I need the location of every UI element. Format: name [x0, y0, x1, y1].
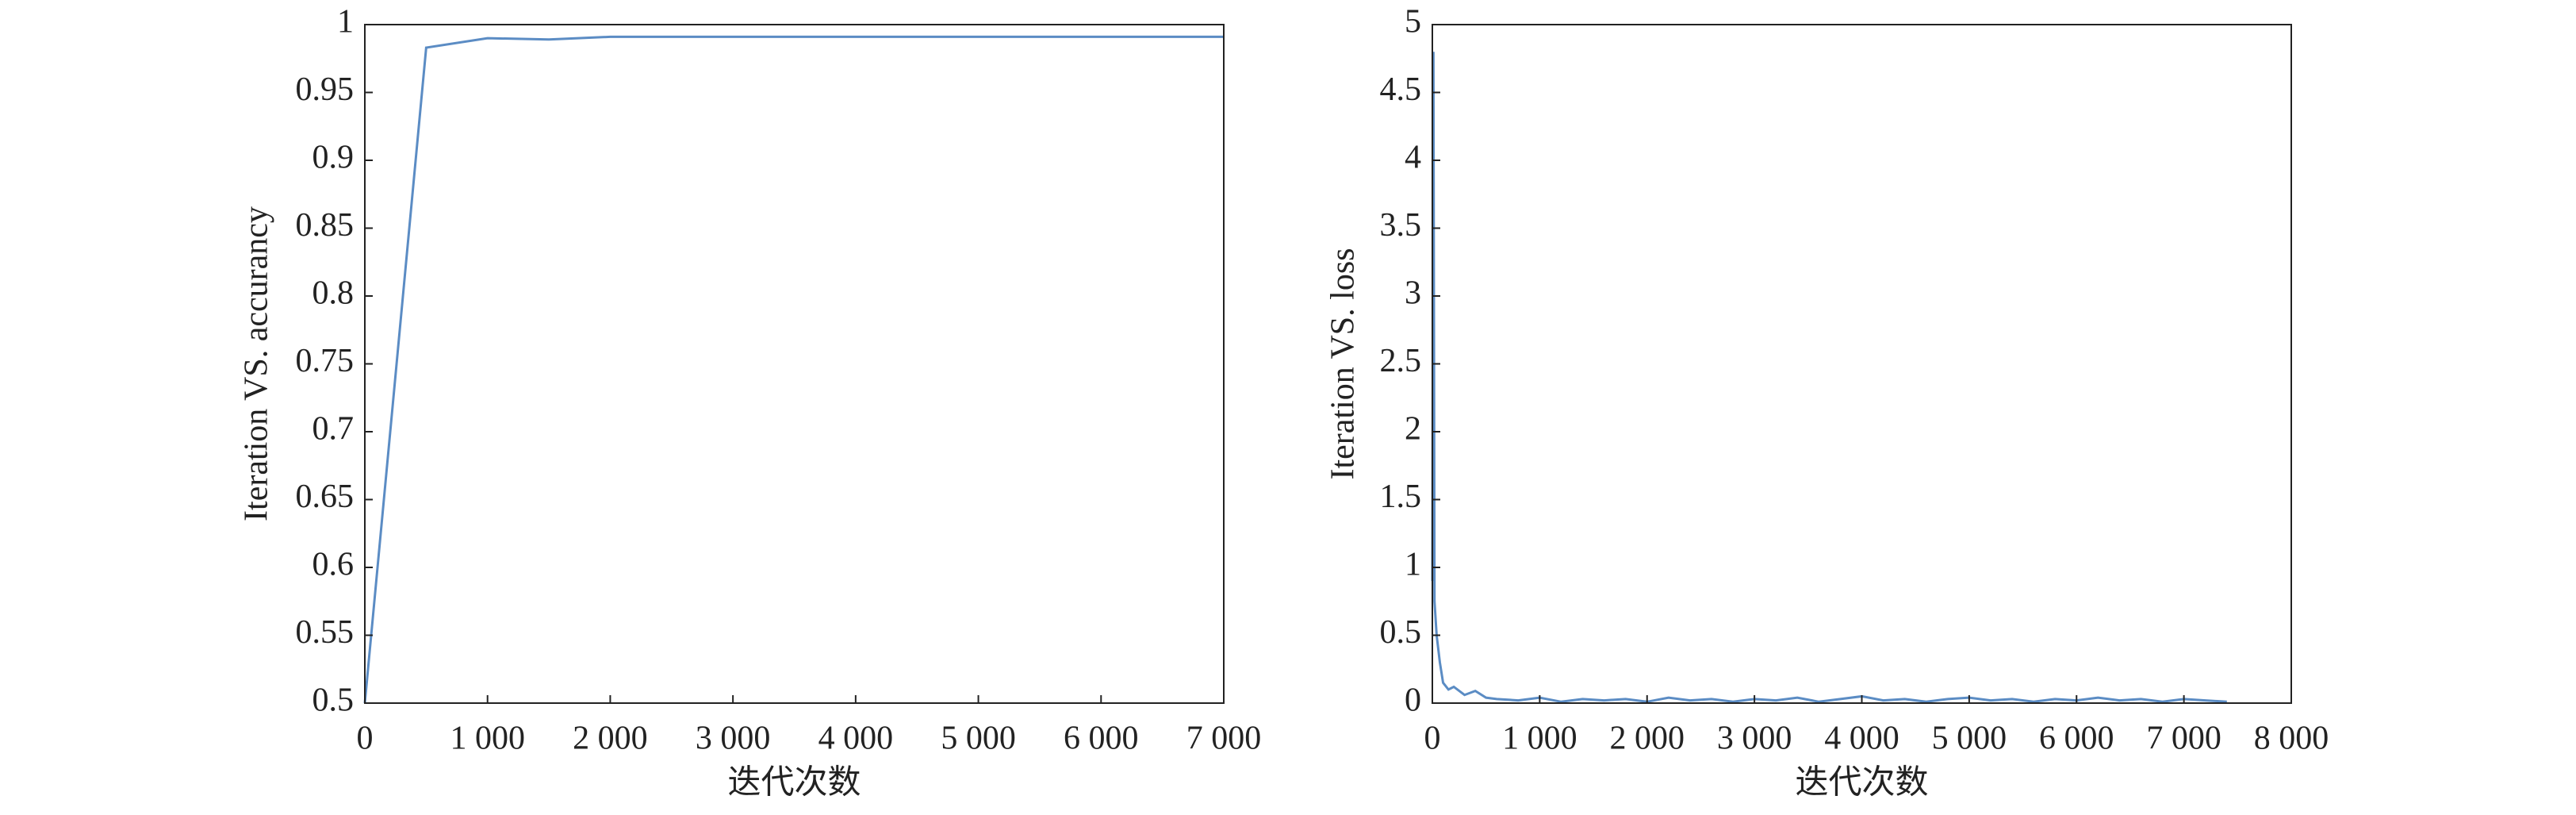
x-tick-label: 0 [357, 721, 374, 757]
y-tick-label: 0.5 [312, 682, 355, 719]
x-tick-label: 7 000 [2146, 721, 2221, 757]
y-tick-label: 5 [1405, 4, 1421, 40]
x-tick-label: 2 000 [1610, 721, 1685, 757]
x-tick-label: 6 000 [1064, 721, 1139, 757]
y-tick-label: 1 [337, 4, 354, 40]
plot-frame [364, 24, 1225, 704]
y-tick-label: 3 [1405, 275, 1421, 312]
y-tick-label: 4 [1405, 140, 1421, 176]
y-tick-label: 0.7 [312, 411, 355, 448]
y-tick-label: 1.5 [1380, 479, 1422, 515]
data-line [363, 35, 1224, 704]
x-tick-label: 4 000 [1824, 721, 1899, 757]
y-tick-label: 0.75 [296, 343, 355, 379]
x-tick-label: 5 000 [941, 721, 1016, 757]
y-tick-label: 0.55 [296, 614, 355, 651]
data-line [1431, 52, 2227, 703]
x-tick-label: 2 000 [573, 721, 648, 757]
x-tick-label: 7 000 [1186, 721, 1262, 757]
y-axis-title: Iteration VS. loss [1325, 248, 1362, 479]
y-tick-label: 0.9 [312, 140, 355, 176]
y-tick-label: 0.5 [1380, 614, 1422, 651]
plot-frame [1432, 24, 2292, 704]
x-axis-title: 迭代次数 [1795, 765, 1928, 802]
y-tick-label: 0.85 [296, 207, 355, 244]
x-axis-title: 迭代次数 [727, 765, 861, 802]
x-tick-label: 3 000 [696, 721, 771, 757]
y-tick-label: 0.8 [312, 275, 355, 312]
y-tick-label: 0 [1405, 682, 1421, 719]
x-tick-label: 1 000 [450, 721, 525, 757]
y-tick-label: 4.5 [1380, 71, 1422, 108]
y-tick-label: 0.95 [296, 71, 355, 108]
x-tick-label: 5 000 [1932, 721, 2007, 757]
x-tick-label: 0 [1424, 721, 1441, 757]
x-tick-label: 3 000 [1717, 721, 1792, 757]
y-tick-label: 0.65 [296, 479, 355, 515]
x-tick-label: 1 000 [1502, 721, 1577, 757]
y-tick-label: 3.5 [1380, 207, 1422, 244]
y-tick-label: 2.5 [1380, 343, 1422, 379]
y-tick-label: 0.6 [312, 547, 355, 583]
y-axis-title: Iteration VS. accurancy [239, 206, 275, 521]
x-tick-label: 8 000 [2254, 721, 2329, 757]
y-tick-label: 2 [1405, 411, 1421, 448]
x-tick-label: 6 000 [2039, 721, 2114, 757]
x-tick-label: 4 000 [818, 721, 894, 757]
y-tick-label: 1 [1405, 547, 1421, 583]
